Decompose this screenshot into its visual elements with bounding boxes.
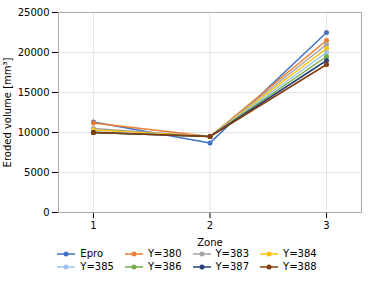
svg-text:15000: 15000 <box>18 87 50 98</box>
html-text:Y=386: Y=386 <box>147 261 182 272</box>
svg-text:3: 3 <box>323 220 329 231</box>
html-text:Y=387: Y=387 <box>215 261 250 272</box>
svg-text:5000: 5000 <box>24 167 49 178</box>
svg-text:25000: 25000 <box>18 7 50 18</box>
svg-text:1: 1 <box>90 220 96 231</box>
svg-text:0: 0 <box>43 207 49 218</box>
html-text:Y=380: Y=380 <box>147 248 182 259</box>
html-text:Y=383: Y=383 <box>215 248 250 259</box>
html-text:Epro: Epro <box>80 248 103 259</box>
html-text:Y=385: Y=385 <box>80 261 114 272</box>
svg-text:Zone: Zone <box>197 237 222 248</box>
html-text:Y=384: Y=384 <box>283 248 317 259</box>
html-text:Y=388: Y=388 <box>283 261 317 272</box>
svg-text:2: 2 <box>207 220 213 231</box>
svg-text:20000: 20000 <box>18 47 50 58</box>
svg-text:Eroded volume [mm³]: Eroded volume [mm³] <box>2 57 13 167</box>
svg-text:10000: 10000 <box>18 127 50 138</box>
